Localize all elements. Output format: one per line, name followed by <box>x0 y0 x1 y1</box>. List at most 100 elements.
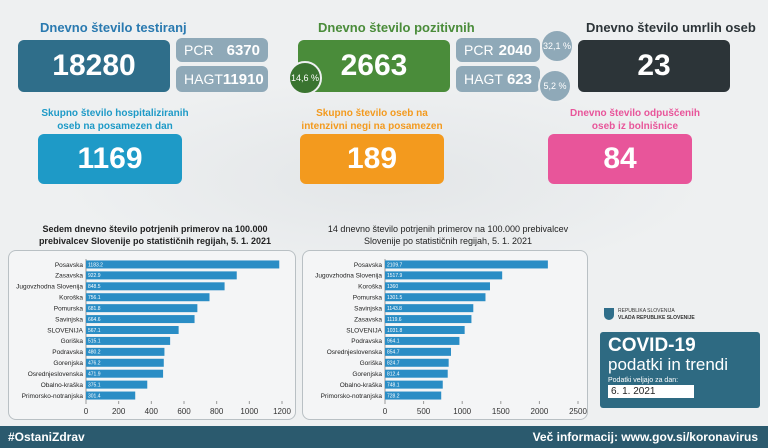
label: HAGT <box>184 71 223 87</box>
value-label: 375.1 <box>88 382 101 388</box>
badge-title: COVID-19 <box>608 335 696 356</box>
bar <box>385 326 465 334</box>
deaths-total: 23 <box>578 40 730 92</box>
value-label: 1119.6 <box>387 317 402 323</box>
bar <box>385 315 472 324</box>
x-tick-label: 0 <box>383 407 388 416</box>
y-tick-label: Posavska <box>354 262 383 269</box>
hospital-total: 1169 <box>38 134 182 184</box>
bar <box>385 271 503 280</box>
y-tick-label: Savinjska <box>55 316 83 323</box>
y-tick-label: Pomurska <box>353 295 383 302</box>
logo-line: VLADA REPUBLIKE SLOVENIJE <box>618 315 695 321</box>
y-tick-label: SLOVENIJA <box>47 327 83 334</box>
y-tick-label: Primorsko-notranjska <box>321 393 383 400</box>
chart-title: Sedem dnevno število potrjenih primerov … <box>38 224 272 246</box>
bar <box>86 293 210 302</box>
tests-title: Dnevno število testiranj <box>40 20 187 35</box>
x-tick-label: 1200 <box>273 407 291 416</box>
y-tick-label: Posavska <box>55 262 84 269</box>
x-tick-label: 0 <box>84 407 89 416</box>
x-tick-label: 400 <box>145 407 159 416</box>
bar <box>86 358 164 367</box>
discharged-title: Dnevno število odpuščenih oseb iz bolniš… <box>569 108 701 132</box>
y-tick-label: Osrednjeslovenska <box>327 349 383 356</box>
deaths-title: Dnevno število umrlih oseb <box>586 20 756 35</box>
value-label: 1143.8 <box>387 306 402 312</box>
bar <box>86 336 171 345</box>
value-label: 515.1 <box>88 339 101 345</box>
chart-panel: 0 200 400 600 800 1000 1200 Posavska 1183.2 Zasav… <box>8 250 296 420</box>
x-tick-label: 200 <box>112 407 126 416</box>
value-label: 728.2 <box>387 393 400 399</box>
icu-total: 189 <box>300 134 444 184</box>
value-label: 567.1 <box>88 328 101 334</box>
y-tick-label: Pomurska <box>54 305 84 312</box>
value-label: 1031.8 <box>387 328 403 334</box>
footer-info: Več informacij: www.gov.si/koronavirus <box>532 430 758 444</box>
tests-hagt: HAGT 11910 <box>176 66 268 92</box>
x-tick-label: 500 <box>417 407 431 416</box>
bar <box>86 282 225 291</box>
bar <box>86 304 198 313</box>
value-label: 748.1 <box>387 382 400 388</box>
y-tick-label: Podravska <box>52 349 83 356</box>
bar <box>385 260 548 269</box>
positive-hagt: HAGT 623 <box>456 66 540 92</box>
value-label: 1301.5 <box>387 295 403 301</box>
tests-pcr: PCR 6370 <box>176 38 268 62</box>
x-tick-label: 2000 <box>531 407 549 416</box>
value-label: 824.7 <box>387 361 400 367</box>
y-tick-label: SLOVENIJA <box>346 327 382 334</box>
y-tick-label: Zasavska <box>354 316 382 323</box>
y-tick-label: Obalno-kraška <box>340 382 383 389</box>
bar <box>86 326 179 334</box>
bar <box>86 315 195 324</box>
y-tick-label: Goriška <box>360 360 383 367</box>
hashtag: #OstaniZdrav <box>8 430 85 444</box>
value: 2040 <box>498 41 532 59</box>
label: PCR <box>464 42 494 58</box>
value: 6370 <box>226 41 260 59</box>
x-tick-label: 800 <box>210 407 224 416</box>
value-label: 2109.7 <box>387 262 403 268</box>
value-label: 664.6 <box>88 317 101 323</box>
bar <box>86 369 164 378</box>
positive-pcr: PCR 2040 <box>456 38 540 62</box>
y-tick-label: Koroška <box>59 295 83 302</box>
positive-title: Dnevno število pozitivnih <box>318 20 475 35</box>
y-tick-label: Gorenjska <box>53 360 83 367</box>
bar <box>86 271 237 280</box>
value-label: 848.5 <box>88 284 101 290</box>
bar <box>385 380 443 389</box>
value-label: 1517.9 <box>387 273 403 279</box>
bar <box>385 304 474 313</box>
y-tick-label: Goriška <box>61 338 84 345</box>
value-label: 301.4 <box>88 393 101 399</box>
y-tick-label: Podravska <box>351 338 382 345</box>
bar <box>385 347 451 356</box>
value-label: 964.1 <box>387 339 400 345</box>
chart-panel: 0 500 1000 1500 2000 2500 Posavska 2109.7 Jugovz… <box>302 250 588 420</box>
value: 623 <box>506 70 532 88</box>
y-tick-label: Koroška <box>358 284 382 291</box>
bar <box>385 369 448 378</box>
label: HAGT <box>464 71 503 87</box>
y-tick-label: Zasavska <box>55 273 83 280</box>
y-tick-label: Jugovzhodna Slovenija <box>315 273 382 280</box>
footer: #OstaniZdrav Več informacij: www.gov.si/… <box>0 426 768 448</box>
bar <box>385 358 449 367</box>
y-tick-label: Primorsko-notranjska <box>22 393 84 400</box>
chart-title: 14 dnevno število potrjenih primerov na … <box>327 224 569 246</box>
label: PCR <box>184 42 214 58</box>
chart: 0 200 400 600 800 1000 1200 Posavska 1183.2 Zasav… <box>16 259 291 416</box>
value-label: 854.7 <box>387 350 400 356</box>
logo-shield <box>604 308 614 320</box>
logo: REPUBLIKA SLOVENIJA VLADA REPUBLIKE SLOVE… <box>618 308 695 322</box>
hagt-share: 5,2 % <box>538 69 572 103</box>
bar <box>86 260 280 269</box>
value-label: 480.2 <box>88 350 101 356</box>
positive-total: 2663 <box>298 40 450 92</box>
bar <box>86 347 165 356</box>
